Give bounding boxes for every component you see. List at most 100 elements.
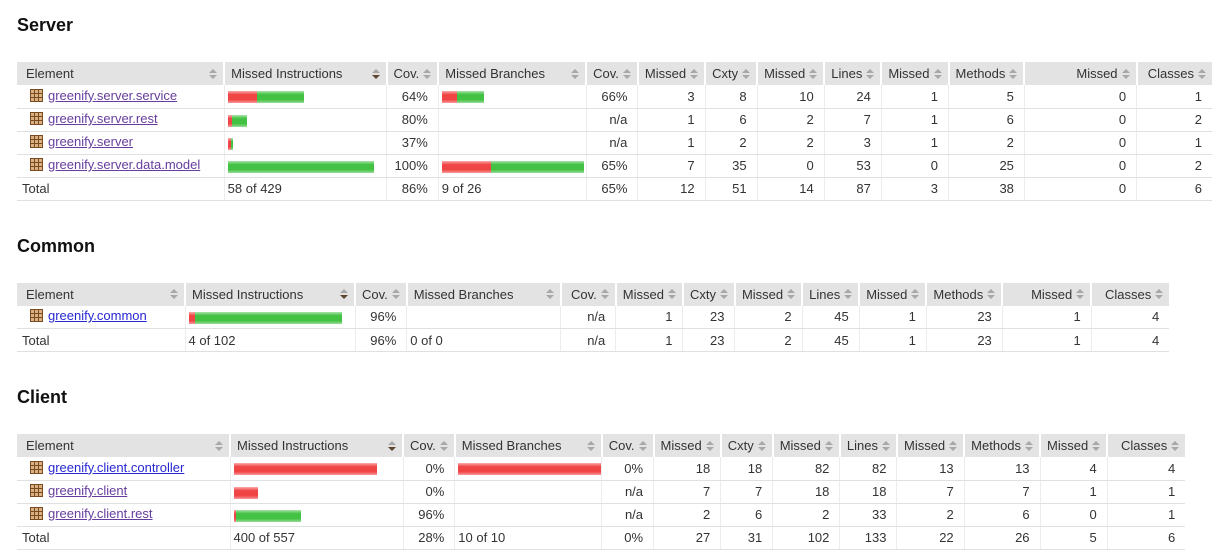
sort-icon[interactable] (824, 440, 833, 451)
sort-icon[interactable] (881, 440, 890, 451)
column-header-missed-methods[interactable]: Missed (895, 434, 965, 457)
column-label: Missed Instructions (237, 438, 349, 453)
column-header-missed-cxty[interactable]: Missed (652, 434, 721, 457)
column-header-missed-branches[interactable]: Missed Branches (453, 434, 602, 457)
sort-icon[interactable] (933, 68, 942, 79)
column-header-instructions-cov[interactable]: Cov. (385, 62, 439, 85)
column-header-missed-lines[interactable]: Missed (771, 434, 840, 457)
sort-icon[interactable] (170, 289, 178, 299)
column-header-cxty[interactable]: Cxty (719, 434, 773, 457)
column-header-lines[interactable]: Lines (801, 282, 860, 306)
column-header-missed-branches[interactable]: Missed Branches (405, 282, 561, 306)
column-header-missed-lines[interactable]: Missed (756, 62, 825, 85)
column-header-cxty[interactable]: Cxty (704, 62, 758, 85)
sort-icon[interactable] (600, 289, 609, 299)
package-link[interactable]: greenify.common (48, 308, 147, 324)
column-label: Missed (644, 66, 687, 81)
column-header-element[interactable]: Element (17, 434, 230, 457)
sort-icon[interactable] (1121, 68, 1130, 79)
column-header-methods[interactable]: Methods (925, 282, 1003, 306)
package-link[interactable]: greenify.server.data.model (48, 157, 201, 172)
column-header-instructions-cov[interactable]: Cov. (354, 282, 407, 306)
sort-icon[interactable] (787, 289, 796, 299)
column-header-element[interactable]: Element (17, 282, 185, 306)
column-header-missed-lines[interactable]: Missed (733, 282, 803, 306)
sort-icon[interactable] (1155, 289, 1164, 299)
sort-icon[interactable] (1171, 440, 1180, 451)
column-header-classes[interactable]: Classes (1106, 434, 1186, 457)
sort-icon[interactable] (757, 440, 766, 451)
sort-icon[interactable] (844, 289, 853, 299)
classes-cell: 4 (1090, 305, 1170, 329)
sort-icon[interactable] (1025, 440, 1034, 451)
column-header-missed-classes[interactable]: Missed (1023, 62, 1137, 85)
column-header-missed-instructions[interactable]: Missed Instructions (184, 282, 355, 306)
sort-icon[interactable] (423, 68, 432, 79)
branches-bar-cell (437, 131, 587, 155)
sort-icon[interactable] (571, 68, 580, 79)
package-icon (30, 158, 43, 174)
column-label: Missed (764, 66, 806, 81)
column-header-missed-methods[interactable]: Missed (858, 282, 927, 306)
total-instructions: 400 of 557 (229, 526, 403, 550)
column-header-branches-cov[interactable]: Cov. (585, 62, 638, 85)
column-header-missed-classes[interactable]: Missed (1039, 434, 1108, 457)
sort-icon[interactable] (911, 289, 920, 299)
sort-icon[interactable] (742, 68, 751, 79)
column-label: Methods (933, 286, 984, 302)
column-header-lines[interactable]: Lines (823, 62, 882, 85)
column-header-missed-cxty[interactable]: Missed (614, 282, 683, 306)
sort-icon[interactable] (1009, 68, 1018, 79)
column-header-missed-instructions[interactable]: Missed Instructions (223, 62, 387, 85)
sort-icon[interactable] (667, 289, 676, 299)
sort-icon[interactable] (586, 440, 595, 451)
sort-icon[interactable] (215, 440, 223, 451)
package-link[interactable]: greenify.server (48, 134, 134, 149)
sort-icon[interactable] (622, 68, 631, 79)
sort-icon[interactable] (987, 289, 996, 299)
sort-desc-icon[interactable] (371, 68, 380, 79)
sort-icon[interactable] (209, 68, 218, 79)
sort-icon[interactable] (439, 440, 448, 451)
package-icon (30, 135, 43, 151)
sort-desc-icon[interactable] (388, 440, 396, 451)
package-link[interactable]: greenify.client (48, 483, 128, 498)
column-header-cxty[interactable]: Cxty (681, 282, 735, 306)
column-header-missed-instructions[interactable]: Missed Instructions (229, 434, 403, 457)
sort-icon[interactable] (1198, 68, 1206, 79)
column-header-branches-cov[interactable]: Cov. (600, 434, 654, 457)
column-header-classes[interactable]: Classes (1090, 282, 1170, 306)
package-link[interactable]: greenify.server.service (48, 87, 178, 103)
sort-icon[interactable] (719, 289, 728, 299)
column-header-classes[interactable]: Classes (1135, 62, 1212, 85)
column-header-instructions-cov[interactable]: Cov. (402, 434, 455, 457)
sort-desc-icon[interactable] (340, 289, 348, 299)
column-header-missed-classes[interactable]: Missed (1001, 282, 1092, 306)
lines-cell: 24 (823, 85, 882, 109)
column-header-missed-methods[interactable]: Missed (880, 62, 949, 85)
column-header-lines[interactable]: Lines (838, 434, 897, 457)
sort-icon[interactable] (1076, 289, 1085, 299)
column-label: Missed Branches (413, 286, 514, 302)
sort-icon[interactable] (949, 440, 958, 451)
sort-icon[interactable] (809, 68, 818, 79)
column-header-methods[interactable]: Methods (963, 434, 1041, 457)
package-link[interactable]: greenify.client.controller (48, 459, 185, 475)
sort-icon[interactable] (1092, 440, 1101, 451)
sort-icon[interactable] (690, 68, 699, 79)
package-link[interactable]: greenify.server.rest (48, 111, 158, 126)
column-header-branches-cov[interactable]: Cov. (559, 282, 616, 306)
sort-icon[interactable] (545, 289, 554, 299)
column-header-element[interactable]: Element (17, 62, 225, 85)
column-label: Cxty (712, 66, 739, 81)
sort-icon[interactable] (705, 440, 714, 451)
package-link[interactable]: greenify.client.rest (48, 506, 153, 521)
column-header-missed-cxty[interactable]: Missed (636, 62, 706, 85)
classes-cell: 1 (1106, 503, 1186, 527)
sort-icon[interactable] (391, 289, 400, 299)
sort-icon[interactable] (866, 68, 875, 79)
column-header-missed-branches[interactable]: Missed Branches (437, 62, 587, 85)
sort-icon[interactable] (638, 440, 647, 451)
covered-bar (230, 137, 233, 150)
column-header-methods[interactable]: Methods (947, 62, 1025, 85)
